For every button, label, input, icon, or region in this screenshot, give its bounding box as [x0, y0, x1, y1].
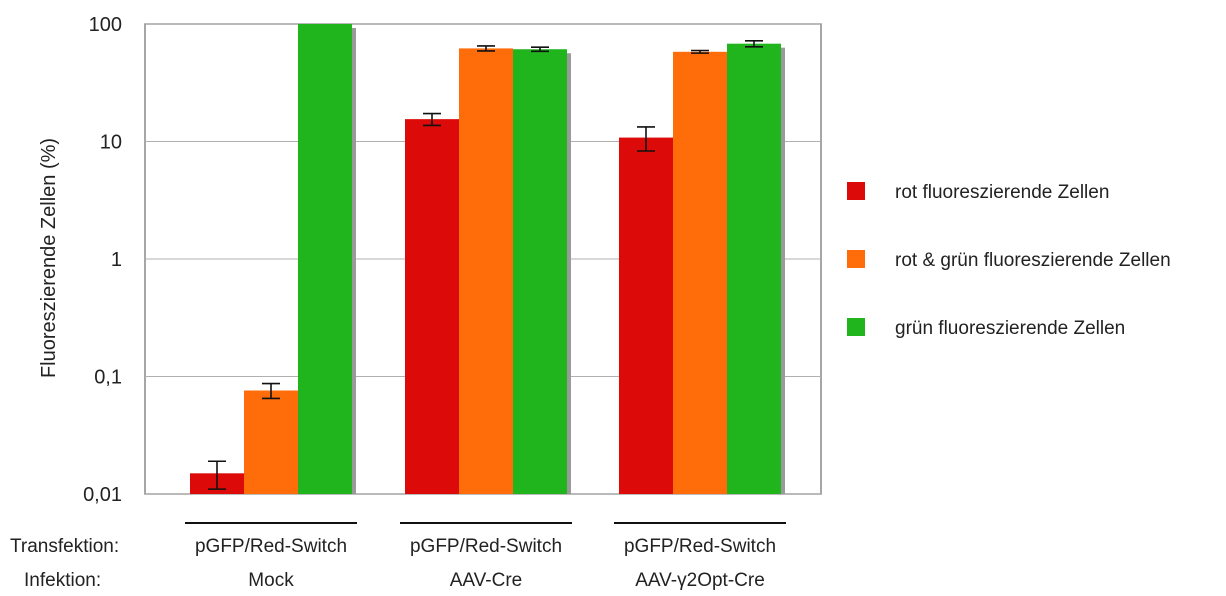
- group-labels: pGFP/Red-Switch Mock pGFP/Red-Switch AAV-Cr…: [185, 522, 786, 591]
- legend-swatch: [847, 318, 865, 336]
- y-axis-ticks: 100 10 1 0,1 0,01: [83, 14, 122, 506]
- legend-swatch: [847, 250, 865, 268]
- y-tick-label: 0,01: [83, 484, 122, 506]
- y-axis-title: Fluoreszierende Zellen (%): [38, 138, 60, 378]
- error-bar: [423, 112, 441, 127]
- group-transfection-label: pGFP/Red-Switch: [195, 536, 347, 557]
- error-bar: [477, 45, 495, 52]
- legend: rot fluoreszierende Zellen rot & grün flu…: [847, 182, 1171, 339]
- legend-label: grün fluoreszierende Zellen: [895, 318, 1125, 339]
- legend-label: rot fluoreszierende Zellen: [895, 182, 1109, 203]
- group-infection-label: Mock: [248, 570, 294, 591]
- bar: [244, 390, 298, 494]
- bar: [673, 51, 727, 494]
- bars: [190, 24, 785, 495]
- y-tick-label: 10: [100, 132, 122, 154]
- error-bar: [531, 46, 549, 53]
- error-bar: [262, 382, 280, 400]
- group-transfection-label: pGFP/Red-Switch: [624, 536, 776, 557]
- error-bar: [637, 126, 655, 152]
- group-infection-label: AAV-Cre: [450, 570, 523, 591]
- group-transfection-label: pGFP/Red-Switch: [410, 536, 562, 557]
- bar: [727, 43, 781, 494]
- row-label-infection: Infektion:: [24, 570, 101, 591]
- row-label-transfection: Transfektion:: [10, 536, 119, 557]
- legend-swatch: [847, 182, 865, 200]
- bar: [405, 119, 459, 495]
- bar: [619, 137, 673, 495]
- y-tick-label: 100: [89, 14, 122, 36]
- y-tick-label: 0,1: [94, 367, 122, 389]
- legend-label: rot & grün fluoreszierende Zellen: [895, 250, 1171, 271]
- error-bar: [208, 460, 226, 490]
- y-tick-label: 1: [111, 249, 122, 271]
- bar: [298, 24, 352, 494]
- group-infection-label: AAV-γ2Opt-Cre: [635, 570, 765, 591]
- bar: [459, 48, 513, 494]
- error-bar: [691, 49, 709, 54]
- bar: [513, 49, 567, 494]
- error-bar: [745, 39, 763, 48]
